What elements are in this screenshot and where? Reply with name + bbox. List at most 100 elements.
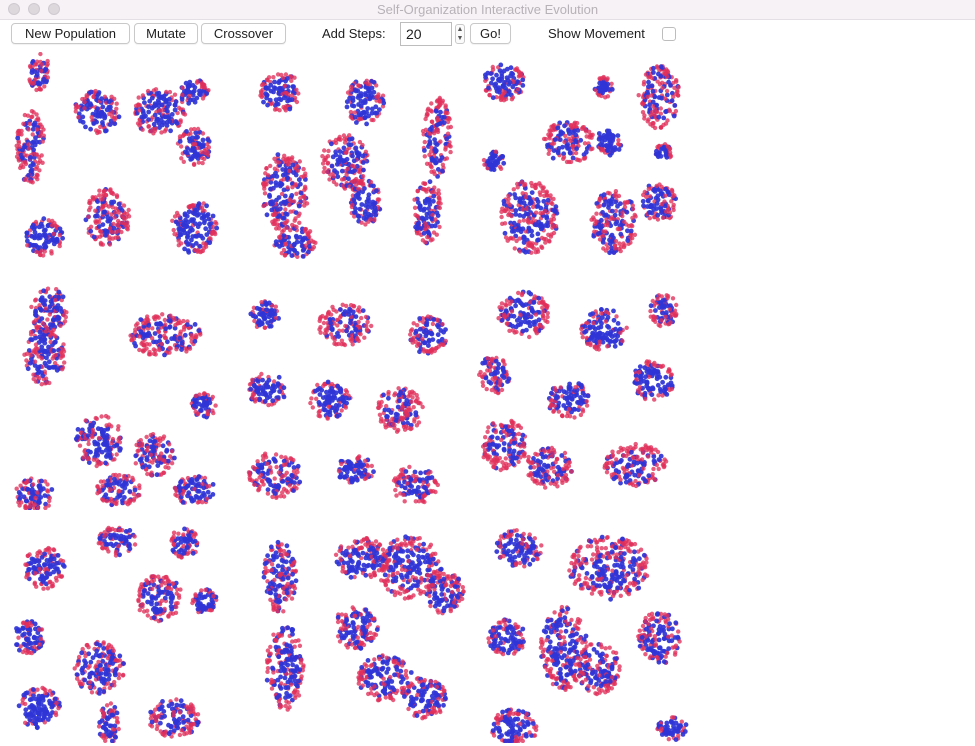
individual-1-canvas[interactable] bbox=[9, 52, 233, 277]
individual-5-canvas[interactable] bbox=[245, 285, 469, 510]
blue-particle bbox=[352, 87, 357, 93]
stepper-up-icon[interactable]: ▲ bbox=[456, 26, 464, 33]
blue-particle bbox=[395, 404, 401, 410]
red-particle bbox=[356, 186, 361, 191]
red-particle bbox=[568, 138, 573, 144]
red-particle bbox=[100, 497, 106, 502]
red-particle bbox=[284, 225, 289, 230]
blue-particle bbox=[651, 70, 656, 75]
red-particle bbox=[605, 245, 611, 251]
blue-particle bbox=[172, 107, 178, 113]
go-button[interactable]: Go! bbox=[470, 23, 511, 44]
red-particle bbox=[429, 101, 434, 106]
blue-particle bbox=[443, 327, 448, 332]
red-particle bbox=[160, 312, 165, 317]
red-particle bbox=[162, 129, 167, 134]
blue-particle bbox=[435, 167, 441, 172]
red-particle bbox=[138, 121, 143, 126]
red-particle bbox=[213, 220, 218, 225]
red-particle bbox=[294, 99, 300, 105]
blue-particle bbox=[329, 141, 334, 147]
close-window-icon[interactable] bbox=[8, 3, 20, 15]
red-particle bbox=[270, 212, 276, 217]
red-particle bbox=[351, 179, 356, 184]
blue-particle bbox=[344, 395, 349, 401]
blue-particle bbox=[507, 80, 513, 85]
red-particle bbox=[674, 79, 679, 84]
blue-particle bbox=[663, 152, 669, 158]
crossover-button[interactable]: Crossover bbox=[201, 23, 286, 44]
blue-particle bbox=[335, 174, 341, 180]
blue-particle bbox=[192, 322, 198, 327]
blue-particle bbox=[183, 224, 189, 230]
red-particle bbox=[91, 457, 97, 462]
blue-particle bbox=[122, 485, 128, 491]
red-particle bbox=[104, 498, 110, 504]
zoom-window-icon[interactable] bbox=[48, 3, 60, 15]
red-particle bbox=[550, 141, 555, 146]
red-particle bbox=[360, 181, 366, 186]
blue-particle bbox=[350, 98, 356, 104]
red-particle bbox=[274, 226, 279, 231]
new-population-button[interactable]: New Population bbox=[11, 23, 130, 44]
red-particle bbox=[180, 133, 186, 139]
blue-particle bbox=[367, 89, 373, 95]
blue-particle bbox=[166, 114, 172, 119]
red-particle bbox=[322, 148, 327, 153]
blue-particle bbox=[265, 487, 271, 493]
blue-particle bbox=[162, 114, 168, 120]
red-particle bbox=[172, 485, 178, 491]
steps-stepper[interactable]: ▲ ▼ bbox=[455, 24, 465, 44]
blue-particle bbox=[317, 392, 323, 397]
minimize-window-icon[interactable] bbox=[28, 3, 40, 15]
show-movement-checkbox[interactable] bbox=[662, 27, 676, 41]
red-particle bbox=[376, 94, 381, 99]
individual-2-canvas[interactable] bbox=[245, 52, 469, 277]
red-particle bbox=[663, 193, 668, 198]
red-particle bbox=[133, 461, 138, 466]
red-particle bbox=[193, 393, 198, 399]
red-particle bbox=[416, 341, 421, 347]
blue-particle bbox=[444, 136, 450, 142]
red-particle bbox=[39, 382, 44, 387]
blue-particle bbox=[42, 493, 48, 498]
blue-particle bbox=[353, 206, 358, 212]
blue-particle bbox=[511, 220, 517, 226]
blue-particle bbox=[433, 160, 439, 165]
red-particle bbox=[27, 500, 33, 505]
blue-particle bbox=[346, 309, 352, 314]
red-particle bbox=[122, 216, 127, 222]
blue-particle bbox=[616, 147, 622, 152]
red-particle bbox=[281, 486, 287, 492]
blue-particle bbox=[628, 228, 634, 234]
blue-particle bbox=[158, 321, 163, 327]
blue-particle bbox=[526, 195, 532, 200]
blue-particle bbox=[646, 79, 651, 85]
blue-particle bbox=[182, 211, 188, 217]
blue-particle bbox=[656, 114, 662, 120]
red-particle bbox=[97, 193, 102, 198]
red-particle bbox=[47, 312, 52, 317]
red-particle bbox=[163, 322, 168, 327]
red-particle bbox=[415, 323, 420, 328]
stepper-down-icon[interactable]: ▼ bbox=[456, 35, 464, 42]
red-particle bbox=[421, 347, 426, 352]
red-particle bbox=[507, 202, 513, 208]
red-particle bbox=[181, 324, 187, 330]
blue-particle bbox=[353, 145, 359, 151]
blue-particle bbox=[33, 310, 38, 315]
blue-particle bbox=[47, 365, 53, 370]
blue-particle bbox=[100, 222, 106, 228]
mutate-button[interactable]: Mutate bbox=[134, 23, 198, 44]
blue-particle bbox=[598, 142, 603, 147]
individual-3-canvas[interactable] bbox=[474, 52, 698, 277]
red-particle bbox=[530, 204, 536, 210]
individual-4-canvas[interactable] bbox=[9, 285, 233, 510]
red-particle bbox=[516, 74, 522, 79]
red-particle bbox=[343, 405, 348, 410]
red-particle bbox=[115, 222, 120, 228]
red-particle bbox=[409, 399, 414, 404]
red-particle bbox=[594, 211, 599, 216]
steps-input[interactable] bbox=[400, 22, 452, 46]
blue-particle bbox=[494, 72, 499, 78]
